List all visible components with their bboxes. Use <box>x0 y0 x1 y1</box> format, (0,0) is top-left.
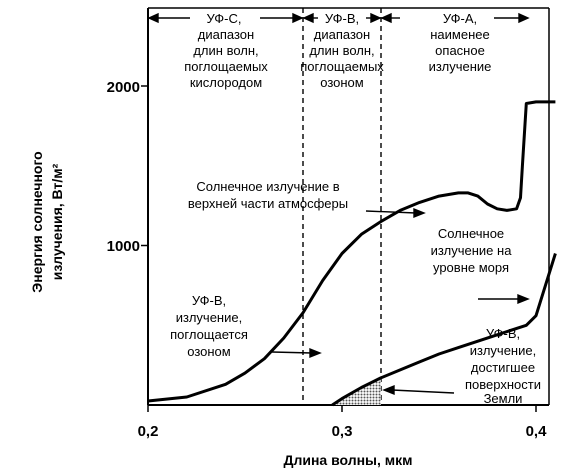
band-label-uvc: УФ-С, диапазон длин волн, поглощаемых ки… <box>184 11 268 90</box>
svg-text:верхней части атмосферы: верхней части атмосферы <box>188 196 348 211</box>
svg-text:поглощается: поглощается <box>170 327 248 342</box>
axis-ticks <box>141 85 537 412</box>
svg-text:кислородом: кислородом <box>190 75 262 90</box>
svg-text:излучение на: излучение на <box>431 243 513 258</box>
svg-text:длин волн,: длин волн, <box>309 43 374 58</box>
svg-text:диапазон: диапазон <box>198 27 254 42</box>
y-axis-title-line-1: Энергия солнечного <box>29 151 45 292</box>
series-line-sea-level <box>331 253 557 407</box>
annotation-arrow-uvb-surface <box>382 384 455 396</box>
annotation-arrow-top-of-atmosphere <box>365 207 426 219</box>
x-tick-label-1: 0,3 <box>332 423 353 440</box>
annotation-top-of-atmosphere: Солнечное излучение в верхней части атмо… <box>188 179 348 211</box>
annotation-arrow-uvb-absorbed <box>271 347 322 359</box>
annotation-uvb-surface: УФ-В, излучение, достигшее поверхности З… <box>465 326 541 406</box>
svg-text:УФ-В,: УФ-В, <box>486 326 520 341</box>
svg-text:УФ-В,: УФ-В, <box>325 11 359 26</box>
svg-text:УФ-В,: УФ-В, <box>192 293 226 308</box>
svg-text:диапазон: диапазон <box>314 27 370 42</box>
annotation-arrow-sea-level <box>478 293 530 305</box>
band-arrows <box>147 12 530 24</box>
svg-text:уровне моря: уровне моря <box>433 260 509 275</box>
svg-text:Солнечное излучение в: Солнечное излучение в <box>196 179 339 194</box>
annotation-sea-level: Солнечное излучение на уровне моря <box>431 226 513 275</box>
svg-text:длин волн,: длин волн, <box>193 43 258 58</box>
svg-text:озоном: озоном <box>320 75 364 90</box>
svg-text:достигшее: достигшее <box>471 360 535 375</box>
svg-text:опасное: опасное <box>435 43 485 58</box>
svg-text:Земли: Земли <box>484 391 523 406</box>
svg-text:озоном: озоном <box>187 344 231 359</box>
svg-text:УФ-С,: УФ-С, <box>206 11 241 26</box>
x-axis-title: Длина волны, мкм <box>283 452 412 468</box>
svg-text:Солнечное: Солнечное <box>438 226 504 241</box>
svg-text:излучение,: излучение, <box>176 310 242 325</box>
svg-text:излучение: излучение <box>429 59 492 74</box>
y-axis-title-line-2: излучения, Вт/м² <box>49 163 65 280</box>
svg-text:УФ-А,: УФ-А, <box>443 11 477 26</box>
annotation-uvb-absorbed: УФ-В, излучение, поглощается озоном <box>170 293 248 359</box>
band-label-uvb: УФ-В, диапазон длин волн, поглощаемых оз… <box>300 11 384 90</box>
y-tick-label-1000: 1000 <box>107 238 140 255</box>
y-tick-label-2000: 2000 <box>107 79 140 96</box>
svg-text:наименее: наименее <box>430 27 489 42</box>
series-line-top-of-atmosphere <box>147 100 556 403</box>
x-tick-label-0: 0,2 <box>138 423 159 440</box>
svg-text:поглощаемых: поглощаемых <box>184 59 268 74</box>
svg-text:поглощаемых: поглощаемых <box>300 59 384 74</box>
x-tick-label-2: 0,4 <box>526 423 548 440</box>
svg-text:излучение,: излучение, <box>470 343 536 358</box>
svg-text:поверхности: поверхности <box>465 377 541 392</box>
band-label-uva: УФ-А, наименее опасное излучение <box>429 11 492 74</box>
